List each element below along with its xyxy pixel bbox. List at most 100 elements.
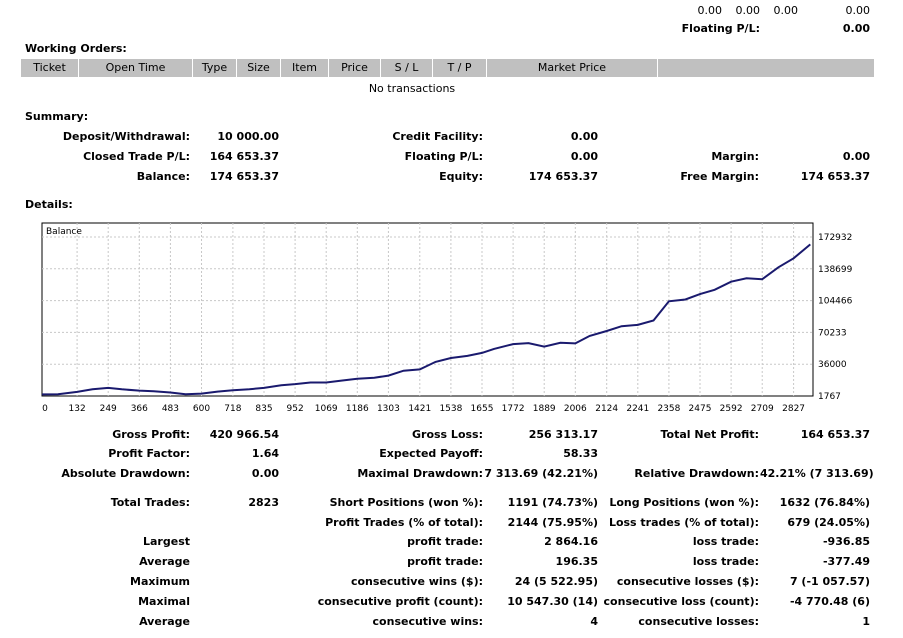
gross-loss-label: Gross Loss: [412,428,483,441]
chart-x-tick-label: 2241 [626,404,649,414]
col-market-price[interactable]: Market Price [487,59,658,77]
chart-x-tick-label: 1538 [439,404,462,414]
row-average-mid-value: 196.35 [555,555,598,568]
chart-y-tick-label: 138699 [818,265,853,275]
col-sl[interactable]: S / L [381,59,433,77]
credit-value: 0.00 [570,130,598,143]
row-largest-mid-value: 2 864.16 [544,535,598,548]
profit-factor-value: 1.64 [251,447,279,460]
chart-x-tick-label: 2475 [689,404,712,414]
equity-label: Equity: [439,170,483,183]
free-margin-label: Free Margin: [680,170,759,183]
equity-value: 174 653.37 [528,170,598,183]
row-maximal-mid-label: consecutive profit (count): [317,595,483,608]
total-net-value: 164 653.37 [800,428,870,441]
chart-x-tick-label: 1655 [471,404,494,414]
chart-x-tick-label: 2124 [595,404,618,414]
deposit-value: 10 000.00 [217,130,279,143]
short-positions-label: Short Positions (won %): [329,496,483,509]
chart-y-tick-label: 104466 [818,297,853,307]
row-average-lead: Average [139,555,190,568]
floating-value: 0.00 [570,150,598,163]
chart-x-tick-label: 249 [100,404,117,414]
maximal-drawdown-value: 7 313.69 (42.21%) [484,467,598,480]
relative-drawdown-label: Relative Drawdown: [634,467,759,480]
absolute-drawdown-value: 0.00 [251,467,279,480]
margin-value: 0.00 [842,150,870,163]
row-maximal-mid-value: 10 547.30 (14) [507,595,598,608]
row-average-right-value: -377.49 [822,555,870,568]
chart-x-tick-label: 2592 [720,404,743,414]
top-floating-value: 0.00 [842,22,870,35]
absolute-drawdown-label: Absolute Drawdown: [61,467,190,480]
chart-x-tick-label: 835 [255,404,272,414]
chart-plot-area [41,222,814,397]
row-average-consec-right-value: 1 [862,615,870,628]
col-tp[interactable]: T / P [433,59,487,77]
chart-x-tick-label: 1421 [408,404,431,414]
top-value-2: 0.00 [735,4,761,17]
relative-drawdown-value: 42.21% (7 313.69) [760,467,874,480]
balance-chart: 0 132 249 366 483 600 718 835 952 1069 1186 1303 142… [40,221,853,414]
balance-chart-svg: 0 132 249 366 483 600 718 835 952 1069 1186 1303 142… [41,222,853,414]
total-trades-value: 2823 [248,496,279,509]
profit-trades-value: 2144 (75.95%) [507,516,598,529]
chart-x-tick-label: 132 [69,404,86,414]
row-largest-lead: Largest [143,535,190,548]
row-maximum-right-value: 7 (-1 057.57) [789,575,870,588]
row-maximum-mid-label: consecutive wins ($): [350,575,483,588]
row-maximum-lead: Maximum [130,575,190,588]
balance-value: 174 653.37 [209,170,279,183]
gross-profit-label: Gross Profit: [112,428,190,441]
chart-x-tick-label: 483 [162,404,179,414]
chart-x-tick-label: 2358 [657,404,680,414]
row-average-consec-right-label: consecutive losses: [638,615,759,628]
top-value-1: 0.00 [697,4,723,17]
row-largest-right-label: loss trade: [692,535,759,548]
row-average-mid-label: profit trade: [407,555,483,568]
chart-x-tick-label: 1772 [502,404,525,414]
total-trades-label: Total Trades: [110,496,190,509]
no-transactions-text: No transactions [368,82,456,95]
chart-x-tick-label: 1069 [315,404,338,414]
top-floating-label: Floating P/L: [681,22,760,35]
loss-trades-label: Loss trades (% of total): [608,516,759,529]
balance-label: Balance: [136,170,190,183]
top-value-3: 0.00 [773,4,799,17]
row-average-consec-lead: Average [139,615,190,628]
long-positions-label: Long Positions (won %): [609,496,759,509]
row-largest-mid-label: profit trade: [407,535,483,548]
expected-payoff-value: 58.33 [563,447,598,460]
row-maximum-right-label: consecutive losses ($): [616,575,759,588]
chart-y-tick-label: 1767 [818,392,841,402]
short-positions-value: 1191 (74.73%) [507,496,598,509]
row-maximal-right-value: -4 770.48 (6) [789,595,870,608]
row-maximal-right-label: consecutive loss (count): [603,595,759,608]
col-type[interactable]: Type [193,59,237,77]
long-positions-value: 1632 (76.84%) [779,496,870,509]
gross-loss-value: 256 313.17 [528,428,598,441]
details-title: Details: [25,198,73,211]
col-price[interactable]: Price [329,59,381,77]
col-item[interactable]: Item [281,59,329,77]
maximal-drawdown-label: Maximal Drawdown: [357,467,483,480]
orders-table-header: Ticket Open Time Type Size Item Price S … [21,59,874,77]
chart-x-tick-label: 2827 [782,404,805,414]
free-margin-value: 174 653.37 [800,170,870,183]
col-ticket[interactable]: Ticket [21,59,79,77]
loss-trades-value: 679 (24.05%) [787,516,870,529]
summary-title: Summary: [25,110,89,123]
col-size[interactable]: Size [237,59,281,77]
credit-label: Credit Facility: [392,130,483,143]
chart-title: Balance [46,227,82,237]
col-open-time[interactable]: Open Time [79,59,193,77]
row-maximum-mid-value: 24 (5 522.95) [514,575,598,588]
closed-trade-label: Closed Trade P/L: [83,150,190,163]
chart-x-tick-label: 952 [287,404,304,414]
closed-trade-value: 164 653.37 [209,150,279,163]
chart-y-tick-label: 70233 [818,328,847,338]
total-net-label: Total Net Profit: [660,428,760,441]
chart-x-tick-label: 366 [131,404,148,414]
margin-label: Margin: [711,150,759,163]
gross-profit-value: 420 966.54 [209,428,279,441]
